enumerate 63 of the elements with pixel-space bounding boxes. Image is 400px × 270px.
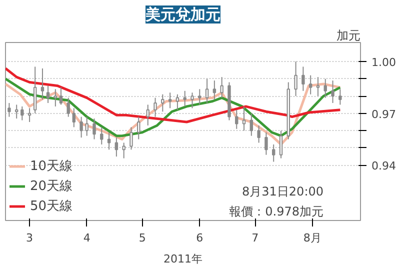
candlestick — [250, 112, 254, 136]
candlestick — [308, 74, 312, 95]
candlestick — [80, 116, 83, 138]
candlestick — [40, 68, 44, 100]
candlestick — [146, 104, 150, 126]
x-tick-label: 6 — [196, 232, 204, 244]
candlestick — [72, 108, 76, 128]
candlestick — [257, 124, 260, 144]
x-axis-title: 2011年 — [164, 252, 203, 266]
legend-label: 20天線 — [30, 178, 73, 195]
candlestick — [46, 85, 50, 104]
y-tick-label: 0.94 — [372, 160, 396, 173]
candlestick — [92, 118, 96, 140]
legend-label: 50天線 — [30, 198, 73, 215]
candlestick — [137, 116, 140, 140]
y-tick-label: 1.00 — [372, 56, 396, 70]
x-tick-label: 5 — [138, 232, 146, 244]
candlestick — [338, 88, 342, 106]
candlestick — [20, 106, 24, 121]
candlestick — [54, 88, 58, 107]
y-axis-title: 加元 — [336, 28, 360, 42]
candlestick — [331, 80, 334, 104]
candlestick — [279, 130, 283, 159]
candlestick — [33, 66, 37, 114]
candlestick — [220, 76, 224, 98]
x-tick-label: 4 — [83, 232, 90, 244]
y-tick-label: 0.97 — [372, 108, 396, 121]
candlestick — [316, 76, 320, 97]
candlestick — [190, 92, 194, 109]
line-series — [6, 67, 342, 124]
x-tick-label: 7 — [252, 232, 259, 244]
annotation: 8月31日20:00 — [242, 184, 324, 198]
candlestick — [294, 61, 298, 97]
x-tick-label: 8月 — [303, 232, 322, 244]
candlestick — [324, 78, 327, 98]
candlestick — [205, 78, 209, 104]
annotation: 報價：0.978加元 — [229, 204, 324, 218]
candlestick — [212, 80, 216, 100]
candlestick — [183, 90, 186, 107]
candlestick — [302, 66, 305, 92]
candlestick — [168, 92, 172, 109]
candlestick — [14, 104, 18, 120]
candlestick — [85, 116, 88, 136]
candlestick — [122, 142, 126, 159]
x-tick-label: 3 — [26, 232, 34, 244]
chart-title: 美元兌加元 — [144, 6, 220, 24]
candlestick — [272, 144, 276, 162]
candlestick — [100, 126, 104, 145]
candlestick — [235, 109, 238, 130]
candlestick — [154, 97, 157, 118]
candlestick — [264, 132, 268, 156]
candlestick — [28, 108, 32, 122]
candlestick — [198, 88, 202, 106]
candlestick — [8, 102, 11, 118]
candlestick — [66, 97, 70, 118]
candlestick — [161, 94, 164, 112]
candlestick — [242, 106, 246, 132]
legend-label: 10天線 — [30, 158, 73, 175]
candlestick — [176, 94, 180, 110]
candlestick — [59, 86, 63, 106]
candlestick — [130, 126, 133, 150]
candlestick — [114, 137, 118, 158]
candlestick — [107, 132, 111, 150]
